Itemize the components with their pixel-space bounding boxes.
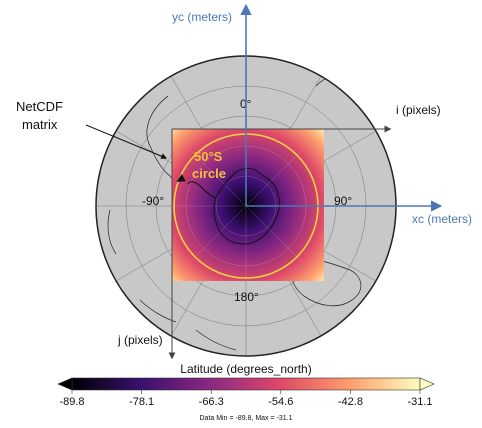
netcdf-label-line2: matrix <box>22 117 58 132</box>
colorbar-title: Latitude (degrees_north) <box>180 362 311 376</box>
lon-label-right: 90° <box>334 194 352 208</box>
colorbar-tick-label: -31.1 <box>407 396 432 408</box>
antarctica-outline <box>187 168 281 245</box>
lon-label-bottom: 180° <box>234 290 259 304</box>
colorbar-bar <box>71 377 421 391</box>
xc-axis-label: xc (meters) <box>412 212 472 226</box>
yc-axis-label: yc (meters) <box>172 10 232 24</box>
netcdf-label-line1: NetCDF <box>16 99 63 114</box>
colorbar-tick-label: -54.6 <box>268 396 293 408</box>
circle-label-line2: circle <box>192 166 226 181</box>
circle-label-line1: 50°S <box>194 149 223 164</box>
colorbar-tick-label: -89.8 <box>59 396 84 408</box>
colorbar-footer: Data Min = -89.8, Max = -31.1 <box>200 415 293 422</box>
circle-pointer-arrow <box>176 173 191 182</box>
colorbar-tick-label: -66.3 <box>199 396 224 408</box>
lon-label-left: -90° <box>142 194 164 208</box>
colorbar-ticks <box>71 390 421 394</box>
colorbar-tick-label: -42.8 <box>338 396 363 408</box>
colorbar-tick-label: -78.1 <box>129 396 154 408</box>
j-axis-label: j (pixels) <box>117 333 163 347</box>
i-axis-label: i (pixels) <box>396 103 441 117</box>
colorbar-high-extend <box>419 377 435 391</box>
netcdf-pointer-arrow <box>85 124 168 159</box>
colorbar-low-extend <box>57 377 73 391</box>
